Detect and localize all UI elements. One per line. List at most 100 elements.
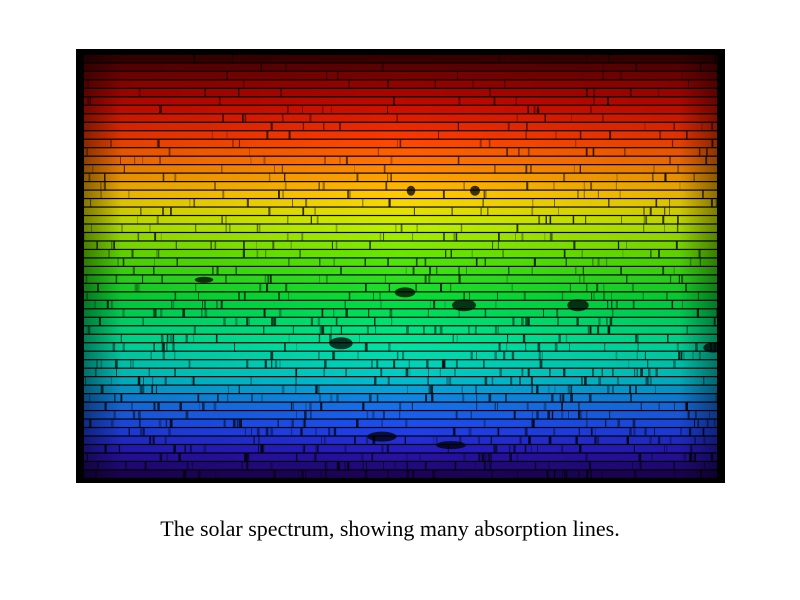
absorption-line [581, 250, 583, 258]
absorption-line [138, 419, 141, 427]
absorption-line [523, 292, 526, 300]
absorption-line [274, 360, 278, 368]
absorption-line [612, 385, 614, 393]
absorption-line [648, 368, 651, 377]
absorption-line [285, 63, 287, 71]
absorption-line [536, 411, 539, 419]
absorption-line [290, 241, 292, 249]
absorption-line [295, 377, 298, 385]
absorption-line [242, 250, 245, 258]
absorption-line [647, 360, 649, 368]
absorption-line [651, 453, 653, 461]
absorption-line [235, 267, 237, 275]
absorption-line [185, 411, 189, 419]
absorption-line [213, 402, 217, 410]
absorption-line [682, 300, 683, 309]
absorption-line [639, 462, 642, 470]
absorption-line [169, 334, 171, 343]
absorption-line [185, 334, 188, 343]
absorption-line [387, 445, 390, 453]
absorption-line [532, 199, 534, 207]
absorption-line [278, 309, 282, 317]
absorption-line [216, 300, 218, 309]
absorption-line [635, 334, 638, 343]
absorption-line [673, 462, 676, 470]
absorption-line [689, 445, 693, 453]
absorption-line [637, 334, 639, 343]
absorption-line [139, 283, 140, 292]
absorption-line [710, 199, 713, 207]
absorption-line [405, 267, 407, 275]
absorption-line [381, 419, 383, 427]
absorption-line [694, 411, 697, 419]
spectrum-band [84, 445, 717, 453]
absorption-line [304, 411, 307, 419]
absorption-line [666, 292, 668, 300]
absorption-line [470, 411, 472, 419]
absorption-line [653, 165, 655, 173]
spectrum-band [84, 428, 717, 436]
absorption-line [227, 385, 230, 393]
absorption-line [451, 207, 453, 215]
absorption-line [683, 453, 686, 461]
absorption-line [324, 436, 326, 444]
absorption-line [564, 470, 567, 478]
solar-spectrum-image [76, 49, 725, 483]
absorption-line [246, 317, 249, 326]
absorption-line [594, 428, 596, 436]
absorption-line [170, 334, 173, 343]
absorption-line [561, 402, 563, 410]
absorption-line [559, 334, 561, 343]
absorption-line [504, 80, 506, 88]
spectrum-band [84, 326, 717, 334]
spectrum-band [84, 114, 717, 122]
absorption-line [583, 182, 586, 190]
absorption-line [711, 122, 714, 131]
absorption-line [415, 283, 417, 292]
absorption-line [317, 317, 321, 326]
absorption-line [256, 250, 259, 258]
absorption-line [541, 351, 543, 360]
absorption-line [389, 309, 393, 317]
absorption-line [690, 453, 692, 461]
absorption-line [316, 216, 319, 224]
absorption-line [246, 360, 249, 368]
absorption-line [579, 131, 582, 139]
absorption-line [700, 470, 702, 478]
absorption-line [615, 351, 618, 360]
absorption-line [551, 394, 554, 402]
absorption-line [324, 156, 326, 165]
absorption-line [218, 97, 221, 105]
absorption-line [362, 462, 364, 470]
absorption-line [461, 385, 463, 393]
absorption-line [629, 88, 632, 97]
spectrum-band [84, 105, 717, 114]
absorption-line [603, 292, 606, 300]
absorption-line [117, 258, 119, 266]
absorption-line [203, 445, 207, 453]
absorption-line [195, 283, 197, 292]
absorption-line [305, 470, 307, 478]
absorption-line [282, 190, 284, 198]
absorption-line [666, 445, 668, 453]
absorption-line [495, 300, 497, 309]
absorption-line [390, 156, 393, 165]
spectrum-band [84, 462, 717, 470]
absorption-line [225, 216, 227, 224]
absorption-line [159, 105, 161, 114]
absorption-line [292, 419, 294, 427]
absorption-line [128, 190, 130, 198]
absorption-line [527, 368, 530, 377]
absorption-line [640, 402, 643, 410]
absorption-line [590, 470, 592, 478]
absorption-line [419, 453, 421, 461]
absorption-line [256, 428, 260, 436]
absorption-line [364, 343, 368, 351]
spectrum-band [84, 411, 717, 419]
absorption-line [494, 351, 498, 360]
strong-absorption-feature [703, 342, 723, 353]
absorption-line [362, 199, 364, 207]
absorption-line [491, 453, 492, 461]
absorption-line [238, 385, 240, 393]
absorption-line [561, 394, 565, 402]
